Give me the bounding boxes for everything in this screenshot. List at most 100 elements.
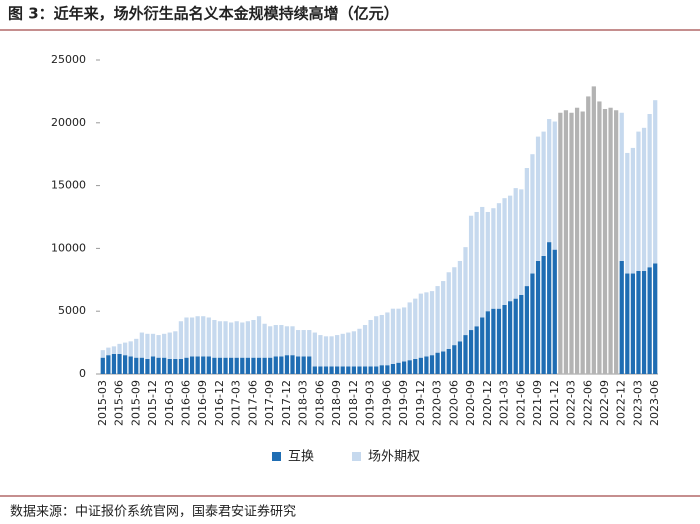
- bar-segment: [189, 317, 195, 357]
- bar-segment: [295, 356, 301, 374]
- bar-segment: [374, 366, 379, 374]
- bar-segment: [563, 110, 569, 375]
- x-tick-label: 2019-06: [380, 380, 393, 426]
- bar-segment: [189, 356, 195, 374]
- bar-segment: [362, 325, 368, 367]
- bar-segment: [139, 357, 144, 374]
- bar-segment: [496, 308, 502, 374]
- bar-segment: [268, 326, 273, 358]
- bar-segment: [463, 247, 468, 336]
- bar-segment: [653, 263, 658, 374]
- bar-segment: [602, 108, 608, 374]
- bar-segment: [173, 331, 178, 359]
- bar-segment: [552, 121, 557, 250]
- bar-segment: [128, 341, 133, 357]
- x-tick-label: 2021-03: [498, 380, 511, 426]
- bar-segment: [229, 357, 234, 374]
- bar-segment: [150, 333, 156, 357]
- x-tick-label: 2021-06: [514, 380, 527, 426]
- x-tick-label: 2016-06: [179, 380, 192, 426]
- bar-segment: [379, 365, 384, 374]
- bar-segment: [145, 333, 150, 359]
- legend-swatch: [272, 452, 281, 461]
- bar-segment: [223, 357, 228, 374]
- x-tick-label: 2019-03: [364, 380, 377, 426]
- bar-segment: [508, 301, 513, 374]
- bar-segment: [524, 286, 529, 374]
- bar-segment: [457, 260, 463, 342]
- bar-segment: [429, 291, 435, 356]
- x-tick-label: 2019-12: [414, 380, 427, 426]
- bar-segment: [441, 281, 446, 352]
- x-tick-label: 2022-03: [565, 380, 578, 426]
- x-tick-label: 2018-06: [313, 380, 326, 426]
- bar-segment: [552, 249, 557, 374]
- bar-segment: [273, 356, 278, 374]
- source: 数据来源：中证报价系统官网，国泰君安证券研究: [10, 504, 296, 520]
- bar-segment: [206, 317, 211, 357]
- bar-segment: [256, 357, 262, 374]
- x-tick-label: 2017-06: [246, 380, 259, 426]
- bar-segment: [630, 273, 636, 374]
- bar-segment: [357, 328, 362, 367]
- bar-segment: [530, 154, 535, 274]
- bar-segment: [508, 195, 513, 302]
- bar-segment: [206, 356, 211, 374]
- bar-segment: [229, 322, 234, 358]
- bar-segment: [234, 321, 239, 358]
- bar-segment: [117, 343, 122, 354]
- bar-segment: [474, 211, 479, 327]
- x-tick-label: 2018-12: [347, 380, 360, 426]
- bar-segment: [346, 366, 351, 374]
- bar-segment: [335, 366, 340, 374]
- x-tick-label: 2020-03: [431, 380, 444, 426]
- bar-segment: [480, 317, 485, 374]
- x-tick-label: 2019-09: [397, 380, 410, 426]
- bar-segment: [357, 366, 362, 374]
- x-tick-label: 2023-03: [631, 380, 644, 426]
- legend-label: 互换: [288, 450, 314, 465]
- x-tick-label: 2017-03: [230, 380, 243, 426]
- bar-segment: [201, 356, 206, 374]
- bar-segment: [541, 255, 546, 374]
- x-tick-label: 2021-12: [548, 380, 561, 426]
- bar-segment: [128, 356, 133, 374]
- bar-segment: [374, 316, 379, 367]
- bar-segment: [340, 366, 345, 374]
- bar-segment: [457, 341, 463, 374]
- legend-swatch: [352, 452, 361, 461]
- x-tick-label: 2018-09: [330, 380, 343, 426]
- bar-segment: [290, 326, 295, 356]
- bar-segment: [279, 325, 284, 357]
- bar-segment: [279, 356, 284, 374]
- y-tick-label: 10000: [51, 241, 86, 254]
- bar-segment: [111, 353, 117, 374]
- y-tick-label: 5000: [58, 304, 86, 317]
- bar-segment: [284, 326, 290, 356]
- bar-segment: [424, 356, 429, 374]
- bar-segment: [647, 267, 652, 374]
- bar-segment: [106, 355, 111, 374]
- bar-segment: [318, 366, 323, 374]
- bar-segment: [223, 321, 228, 358]
- bar-segment: [653, 100, 658, 264]
- bar-segment: [413, 298, 418, 359]
- x-tick-label: 2022-09: [598, 380, 611, 426]
- x-tick-label: 2015-03: [96, 380, 109, 426]
- bar-segment: [396, 308, 401, 363]
- bar-segment: [195, 316, 200, 357]
- bar-segment: [608, 107, 613, 374]
- bar-segment: [614, 110, 619, 375]
- bar-segment: [256, 316, 262, 358]
- bar-segment: [111, 346, 117, 354]
- bar-segment: [178, 321, 184, 359]
- bar-segment: [597, 101, 602, 374]
- bar-segment: [591, 86, 596, 374]
- x-tick-label: 2017-09: [263, 380, 276, 426]
- bar-segment: [530, 273, 535, 374]
- bar-segment: [307, 330, 312, 357]
- bar-segment: [413, 358, 418, 374]
- x-tick-label: 2022-06: [581, 380, 594, 426]
- bar-segment: [401, 361, 407, 374]
- bar-segment: [234, 357, 239, 374]
